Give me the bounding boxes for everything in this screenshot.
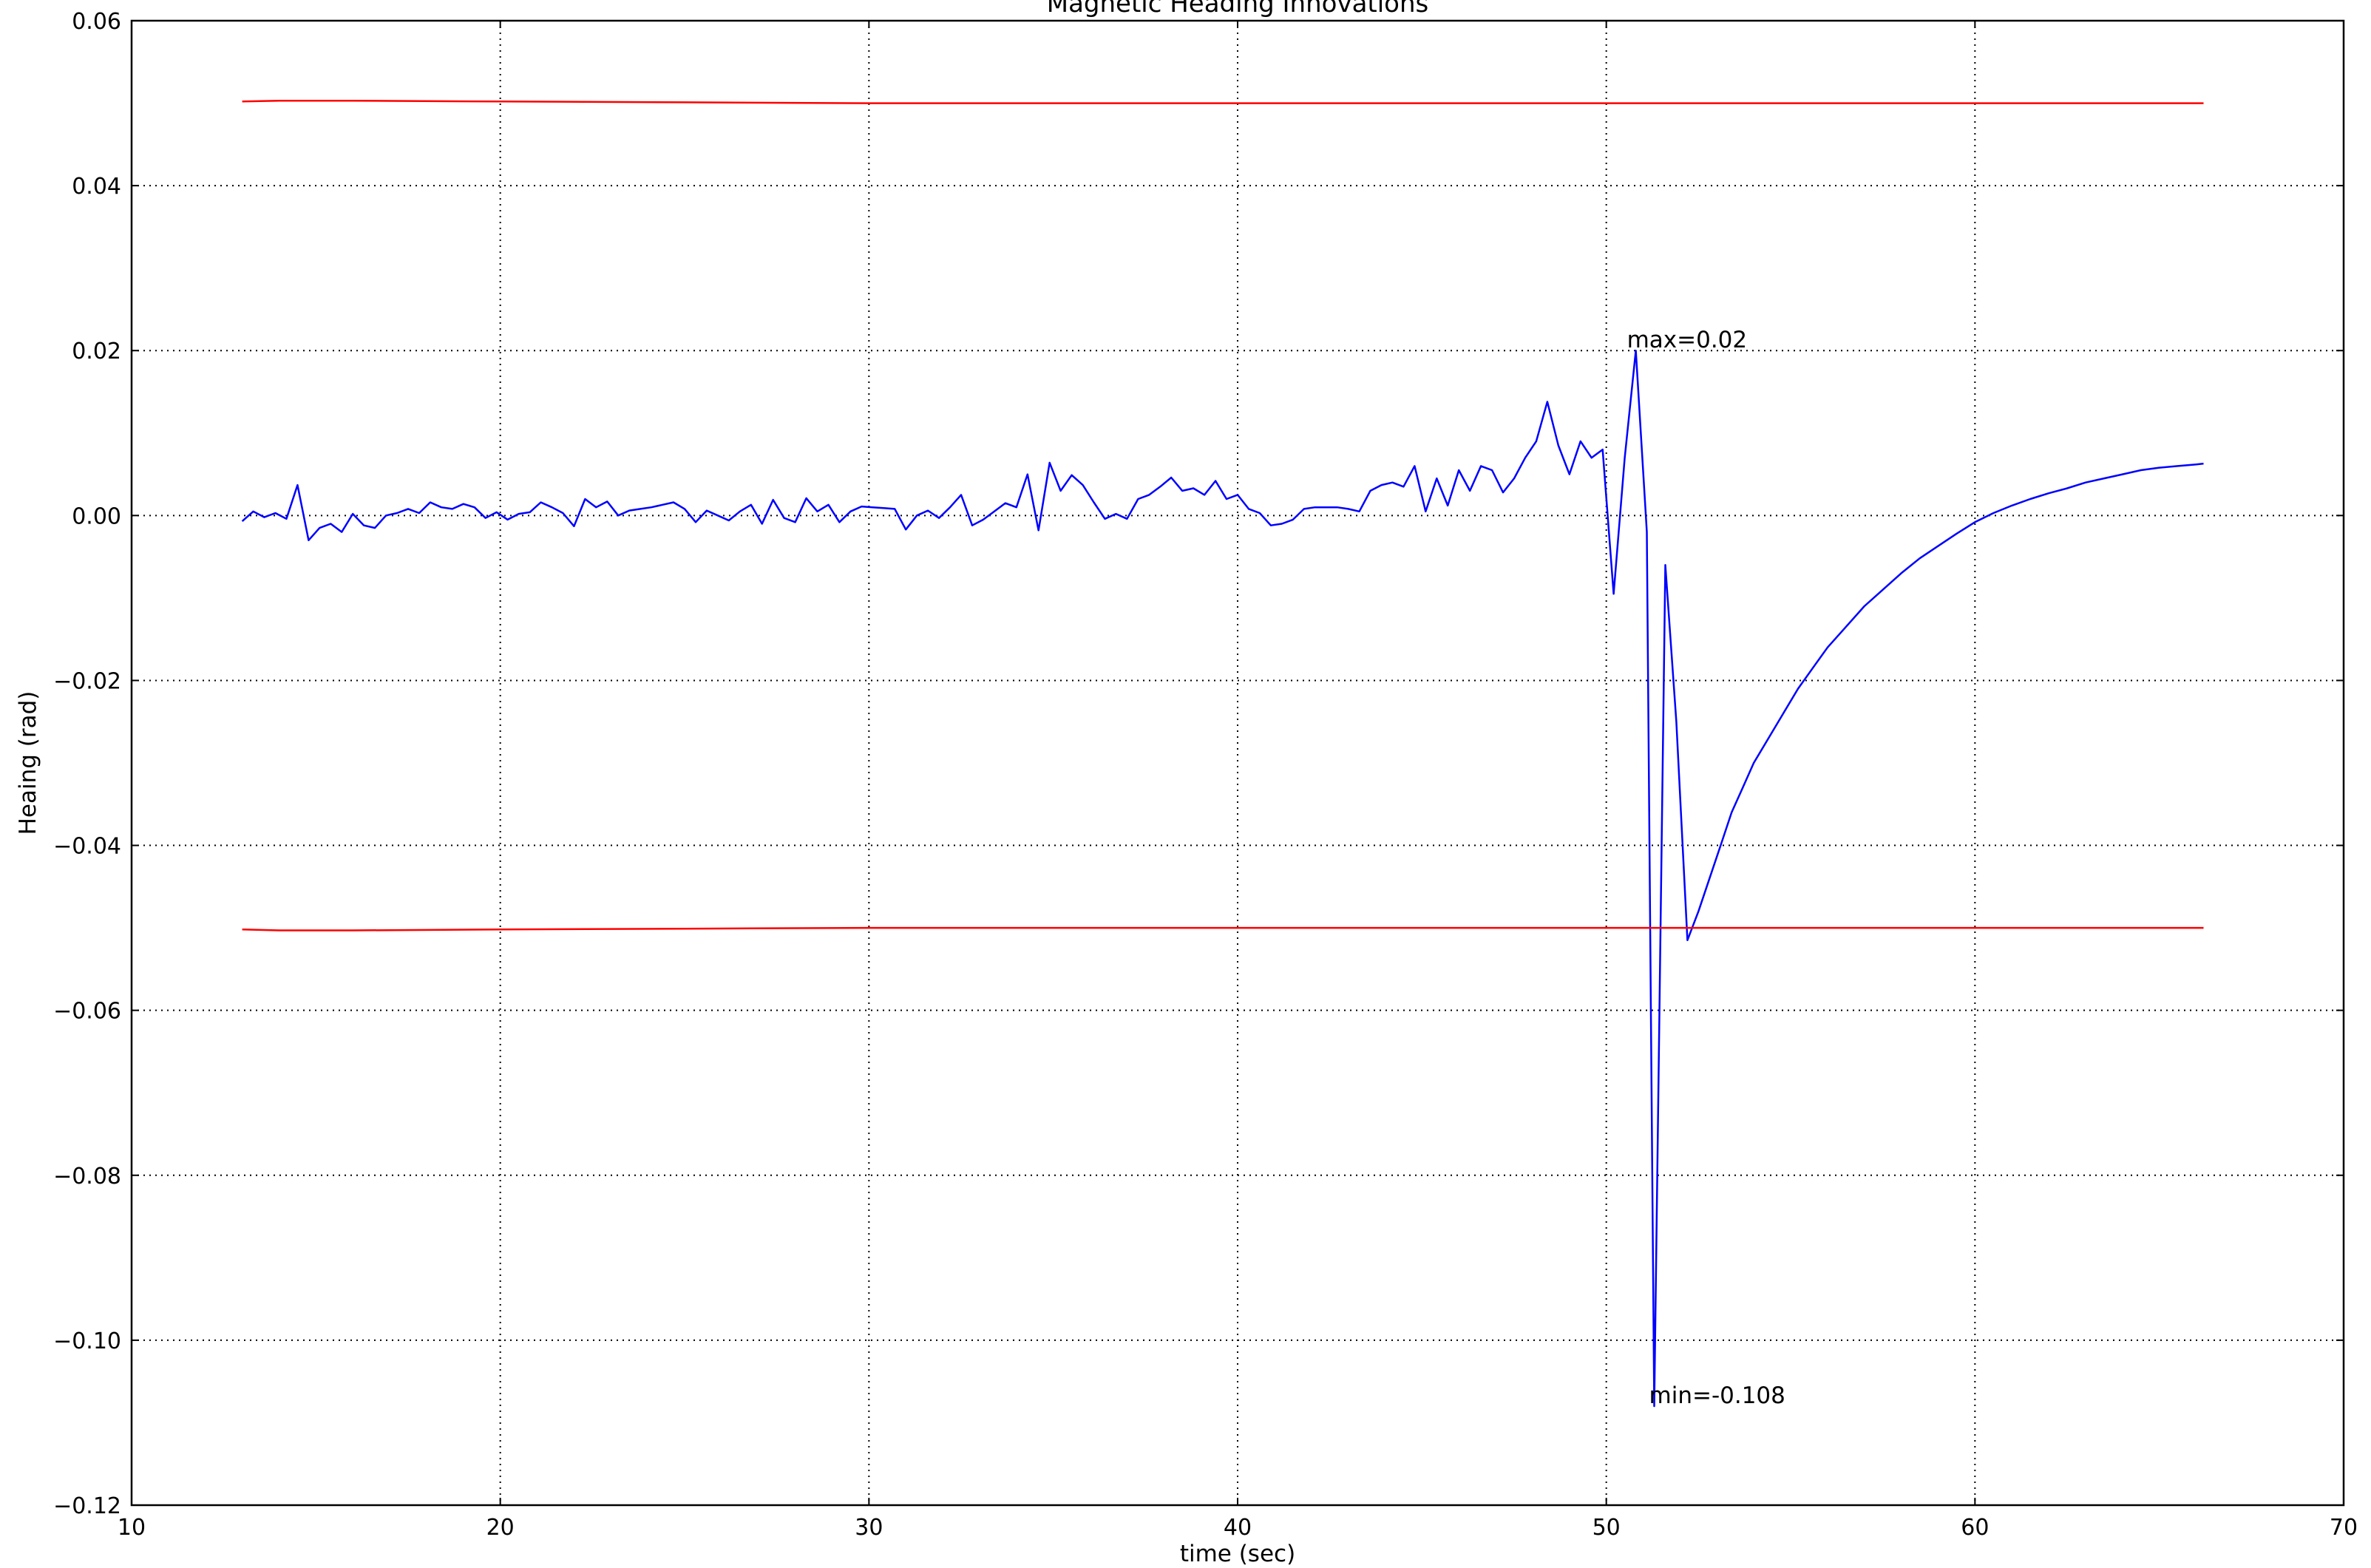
min-annotation: min=-0.108 — [1649, 1382, 1785, 1409]
y-tick-label: −0.06 — [53, 999, 121, 1025]
axis-ticks: 10 20 30 40 50 60 70 0.06 0.04 0.02 0.00 −0.02 −0.04… — [53, 9, 2358, 1541]
x-axis-label: time (sec) — [1180, 1541, 1295, 1567]
grid-lines — [132, 21, 2344, 1505]
annotations: max=0.02 min=-0.108 — [1627, 327, 1785, 1409]
plot-frame — [130, 19, 2345, 1507]
y-tick-label: 0.00 — [72, 503, 121, 529]
x-tick-label: 50 — [1592, 1515, 1621, 1541]
heading-innovation-line — [241, 349, 2204, 1408]
y-tick-label: −0.12 — [53, 1493, 121, 1519]
y-tick-label: −0.02 — [53, 668, 121, 694]
lower-bound-line — [242, 926, 2204, 931]
x-tick-label: 60 — [1961, 1515, 1989, 1541]
y-tick-label: 0.04 — [72, 174, 121, 200]
y-tick-label: −0.10 — [53, 1328, 121, 1354]
y-tick-label: −0.08 — [53, 1164, 121, 1189]
series-lines — [241, 99, 2204, 1408]
x-tick-label: 40 — [1224, 1515, 1252, 1541]
max-annotation: max=0.02 — [1627, 327, 1748, 353]
x-tick-label: 30 — [855, 1515, 883, 1541]
x-tick-label: 70 — [2330, 1515, 2358, 1541]
x-tick-label: 10 — [118, 1515, 146, 1541]
y-axis-label: Heaing (rad) — [15, 691, 41, 835]
x-tick-label: 20 — [486, 1515, 515, 1541]
chart-title: Magnetic Heading Innovations — [1047, 0, 1429, 18]
upper-bound-line — [242, 99, 2204, 104]
y-tick-label: 0.06 — [72, 9, 121, 35]
y-tick-label: 0.02 — [72, 339, 121, 364]
y-tick-label: −0.04 — [53, 834, 121, 860]
